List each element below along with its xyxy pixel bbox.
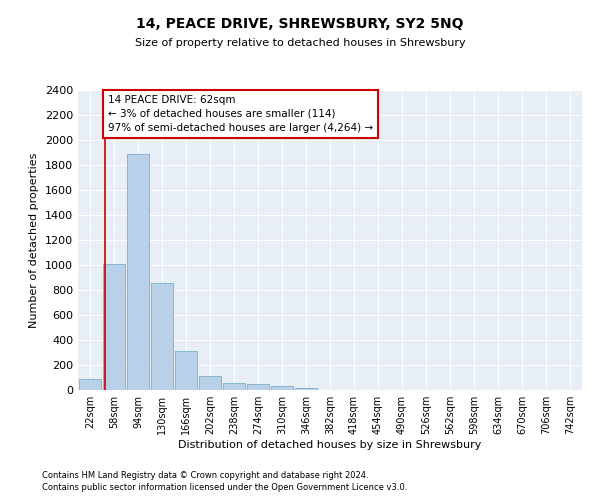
Bar xyxy=(79,379,101,390)
Bar xyxy=(295,388,317,390)
Text: 14, PEACE DRIVE, SHREWSBURY, SY2 5NQ: 14, PEACE DRIVE, SHREWSBURY, SY2 5NQ xyxy=(136,18,464,32)
Text: 14 PEACE DRIVE: 62sqm
← 3% of detached houses are smaller (114)
97% of semi-deta: 14 PEACE DRIVE: 62sqm ← 3% of detached h… xyxy=(108,95,373,132)
Bar xyxy=(151,283,173,390)
Bar xyxy=(223,382,245,390)
Bar xyxy=(127,154,149,390)
Bar xyxy=(103,264,125,390)
Text: Size of property relative to detached houses in Shrewsbury: Size of property relative to detached ho… xyxy=(134,38,466,48)
Bar xyxy=(175,350,197,390)
Bar xyxy=(271,386,293,390)
X-axis label: Distribution of detached houses by size in Shrewsbury: Distribution of detached houses by size … xyxy=(178,440,482,450)
Y-axis label: Number of detached properties: Number of detached properties xyxy=(29,152,40,328)
Text: Contains public sector information licensed under the Open Government Licence v3: Contains public sector information licen… xyxy=(42,484,407,492)
Text: Contains HM Land Registry data © Crown copyright and database right 2024.: Contains HM Land Registry data © Crown c… xyxy=(42,471,368,480)
Bar xyxy=(199,376,221,390)
Bar xyxy=(247,384,269,390)
